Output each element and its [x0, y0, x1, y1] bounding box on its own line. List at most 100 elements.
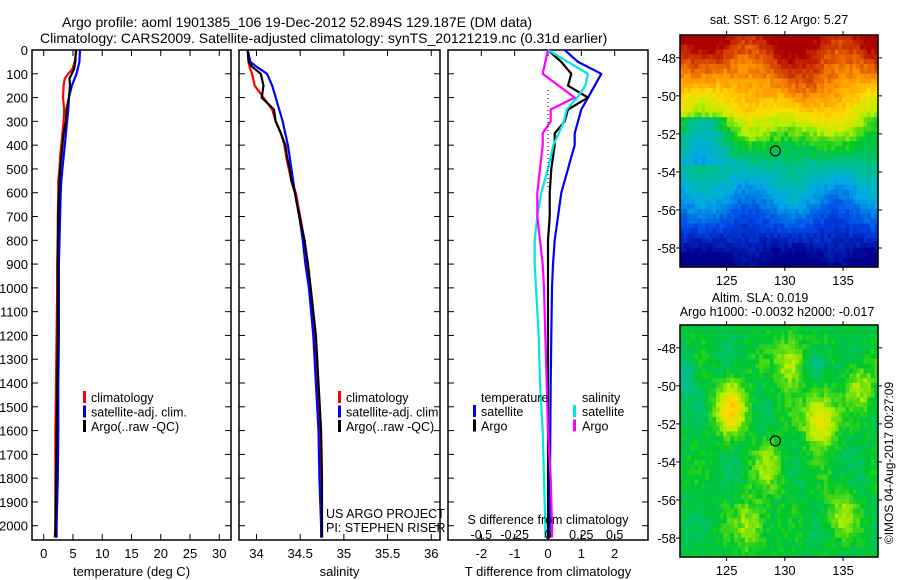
map-cell	[834, 117, 839, 123]
map-cell	[849, 354, 854, 360]
map-cell	[744, 126, 749, 133]
map-cell	[780, 494, 785, 500]
map-cell	[816, 194, 821, 200]
map-cell	[795, 223, 800, 229]
map-cell	[867, 233, 872, 239]
map-cell	[712, 194, 717, 200]
map-cell	[788, 117, 793, 123]
map-cell	[784, 107, 789, 113]
map-cell	[813, 107, 818, 113]
map-cell	[726, 151, 731, 157]
map-cell	[687, 499, 692, 505]
map-cell	[719, 479, 724, 486]
map-cell	[806, 93, 811, 99]
map-cell	[690, 455, 695, 461]
map-cell	[820, 64, 825, 70]
y-tick-label: 300	[6, 114, 28, 129]
map-cell	[820, 165, 825, 171]
x-tick-label: -2	[476, 546, 488, 561]
map-cell	[773, 184, 778, 191]
map-cell	[842, 455, 847, 461]
map-cell	[701, 363, 706, 370]
map-cell	[755, 35, 760, 41]
map-cell	[824, 421, 829, 428]
map-cell	[788, 209, 793, 215]
map-cell	[813, 204, 818, 210]
map-cell	[788, 238, 793, 244]
map-cell	[734, 44, 739, 51]
map-cell	[748, 441, 753, 447]
map-cell	[784, 470, 789, 476]
map-cell	[726, 368, 731, 374]
map-cell	[752, 122, 757, 128]
map-cell	[741, 213, 746, 220]
map-cell	[831, 209, 836, 215]
map-cell	[806, 49, 811, 55]
map-cell	[856, 136, 861, 142]
map-cell	[860, 64, 865, 70]
map-cell	[874, 126, 879, 133]
map-cell	[726, 213, 731, 220]
map-cell	[806, 175, 811, 181]
plot-frame	[238, 49, 441, 541]
map-cell	[849, 436, 854, 442]
map-cell	[842, 407, 847, 413]
map-cell	[842, 209, 847, 215]
map-cell	[784, 358, 789, 365]
map-cell	[852, 107, 857, 113]
map-cell	[680, 344, 685, 350]
map-cell	[690, 88, 695, 94]
map-cell	[852, 407, 857, 413]
map-cell	[726, 441, 731, 447]
map-cell	[737, 78, 742, 84]
map-cell	[712, 102, 717, 109]
map-cell	[741, 402, 746, 408]
map-cell	[863, 431, 868, 437]
map-cell	[863, 136, 868, 142]
map-cell	[867, 354, 872, 360]
map-cell	[795, 39, 800, 46]
map-cell	[752, 441, 757, 447]
map-cell	[762, 93, 767, 99]
map-cell	[708, 170, 713, 176]
map-cell	[687, 426, 692, 432]
map-cell	[806, 141, 811, 147]
map-cell	[719, 175, 724, 181]
map-cell	[734, 470, 739, 476]
map-cell	[780, 329, 785, 336]
map-cell	[788, 88, 793, 94]
map-cell	[870, 151, 875, 157]
map-cell	[755, 54, 760, 60]
map-cell	[762, 378, 767, 384]
map-cell	[777, 397, 782, 403]
map-cell	[852, 151, 857, 157]
map-cell	[784, 122, 789, 128]
map-cell	[744, 189, 749, 196]
map-cell	[719, 126, 724, 133]
map-cell	[737, 460, 742, 466]
map-cell	[842, 402, 847, 408]
map-cell	[816, 349, 821, 355]
map-cell	[748, 218, 753, 225]
map-cell	[827, 49, 832, 55]
map-cell	[680, 441, 685, 447]
map-cell	[752, 131, 757, 138]
map-cell	[701, 199, 706, 205]
map-cell	[701, 136, 706, 142]
map-cell	[741, 325, 746, 331]
map-cell	[759, 397, 764, 403]
map-cell	[748, 455, 753, 461]
map-cell	[860, 354, 865, 360]
map-cell	[762, 160, 767, 167]
map-cell	[683, 102, 688, 109]
map-cell	[712, 349, 717, 355]
map-cell	[687, 484, 692, 490]
map-cell	[694, 354, 699, 360]
map-cell	[780, 59, 785, 65]
map-cell	[791, 325, 796, 331]
map-cell	[813, 233, 818, 239]
map-cell	[827, 484, 832, 490]
map-cell	[741, 252, 746, 258]
map-cell	[834, 238, 839, 244]
map-cell	[719, 131, 724, 138]
